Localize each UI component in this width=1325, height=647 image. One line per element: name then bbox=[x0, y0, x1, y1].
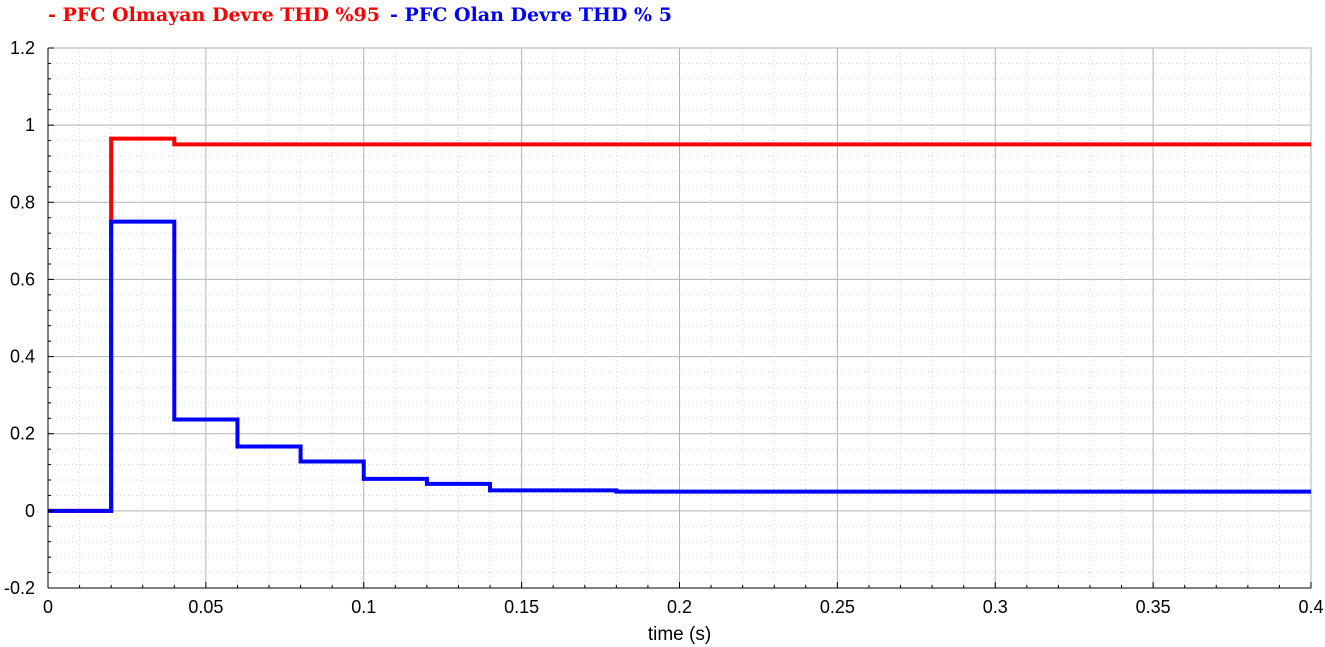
y-tick-label: 0.8 bbox=[10, 192, 35, 212]
legend: - PFC Olmayan Devre THD %95 - PFC Olan D… bbox=[48, 4, 672, 26]
y-tick-label: 1 bbox=[25, 115, 35, 135]
x-axis-title: time (s) bbox=[648, 624, 711, 645]
legend-entry-red-series: - PFC Olmayan Devre THD %95 bbox=[48, 4, 380, 26]
y-tick-label: 0.2 bbox=[10, 424, 35, 444]
y-axis-ticks: -0.2 0 0.2 0.4 0.6 0.8 1 1.2 bbox=[4, 38, 54, 598]
legend-entry-blue-series: - PFC Olan Devre THD % 5 bbox=[390, 4, 672, 26]
x-tick-label: 0.1 bbox=[351, 597, 376, 617]
x-tick-label: 0.25 bbox=[820, 597, 855, 617]
y-tick-label: 1.2 bbox=[10, 38, 35, 58]
y-tick-label: 0.4 bbox=[10, 347, 35, 367]
y-tick-label: -0.2 bbox=[4, 578, 35, 598]
x-tick-label: 0.05 bbox=[188, 597, 223, 617]
x-tick-label: 0.3 bbox=[983, 597, 1008, 617]
series-layer bbox=[48, 136, 1311, 513]
x-tick-label: 0 bbox=[43, 597, 53, 617]
minor-grid bbox=[48, 48, 1311, 588]
y-tick-label: 0.6 bbox=[10, 269, 35, 289]
x-tick-label: 0.2 bbox=[667, 597, 692, 617]
x-tick-label: 0.15 bbox=[504, 597, 539, 617]
x-tick-label: 0.4 bbox=[1298, 597, 1323, 617]
x-tick-label: 0.35 bbox=[1136, 597, 1171, 617]
series-line-1 bbox=[48, 219, 1311, 513]
x-axis-ticks: 0 0.05 0.1 0.15 0.2 0.25 0.3 0.35 0.4 bbox=[43, 582, 1324, 617]
y-tick-label: 0 bbox=[25, 501, 35, 521]
